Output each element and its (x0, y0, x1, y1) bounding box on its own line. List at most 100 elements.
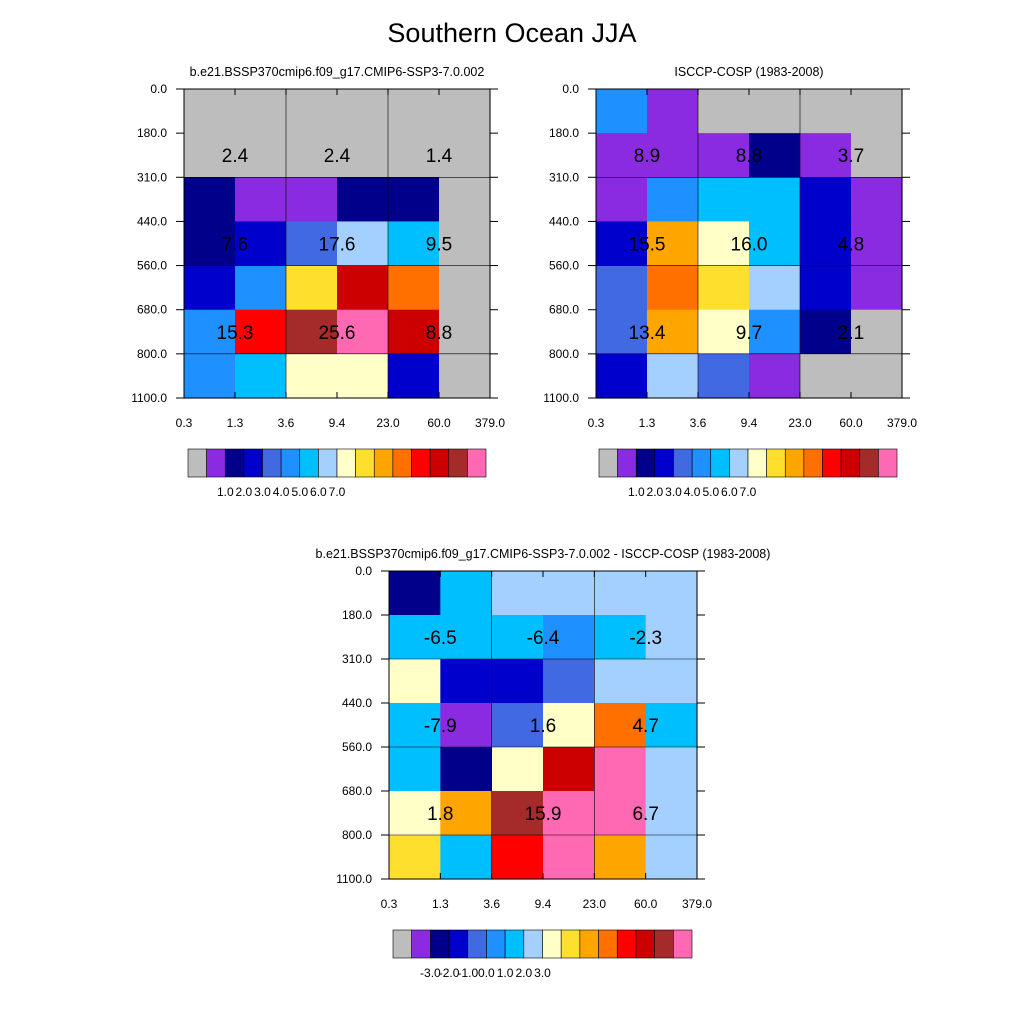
heatmap-cell (596, 353, 648, 399)
x-tick-label: 0.3 (176, 416, 193, 430)
heatmap-cell (749, 265, 801, 311)
heatmap-cell (337, 309, 389, 355)
heatmap-cell (543, 747, 595, 792)
colorbar-swatch (336, 448, 356, 478)
heatmap-cell (851, 221, 903, 267)
heatmap-cell (749, 89, 801, 134)
heatmap-cell (184, 89, 236, 134)
colorbar-label: 4.0 (684, 485, 701, 499)
heatmap-cell (439, 265, 491, 311)
y-tick-label: 0.0 (150, 82, 167, 96)
heatmap-cell (439, 221, 491, 267)
heatmap-cell (491, 747, 544, 792)
heatmap-cell (749, 221, 801, 267)
y-tick-label: 560.0 (549, 259, 579, 273)
heatmap-cell (543, 615, 595, 660)
heatmap-cell (698, 309, 750, 355)
heatmap-cell (440, 615, 493, 660)
data-label: 4.7 (632, 716, 658, 737)
heatmap-cell (647, 309, 699, 355)
x-tick-label: 0.3 (381, 897, 398, 911)
heatmap-cell (337, 133, 389, 178)
colorbar-swatch (710, 448, 730, 478)
colorbar-swatch (579, 929, 599, 959)
heatmap-cell (645, 835, 698, 880)
heatmap-cell (800, 133, 852, 178)
y-tick-label: 180.0 (137, 126, 167, 140)
heatmap-cell (800, 309, 852, 355)
heatmap-cell (800, 265, 852, 311)
heatmap-cell (594, 703, 647, 748)
colorbar-label: 4.0 (273, 485, 290, 499)
heatmap-cell (594, 791, 647, 836)
heatmap-cell (184, 133, 236, 178)
data-label: 4.8 (838, 235, 864, 256)
x-tick-label: 379.0 (887, 416, 917, 430)
heatmap-cell (491, 615, 544, 660)
y-tick-label: 560.0 (137, 259, 167, 273)
heatmap-cell (388, 309, 440, 355)
data-label: 3.7 (838, 146, 864, 167)
colorbar-swatch (392, 448, 412, 478)
heatmap-cell (851, 265, 903, 311)
data-label: 1.8 (427, 804, 453, 825)
heatmap-cell (235, 309, 287, 355)
x-tick-label: 60.0 (634, 897, 658, 911)
colorbar-label: 2.0 (647, 485, 664, 499)
heatmap-cell (594, 659, 647, 704)
heatmap-cell (235, 133, 287, 178)
heatmap-cell (389, 703, 441, 748)
heatmap-cell (235, 89, 287, 134)
x-tick-label: 9.4 (741, 416, 758, 430)
heatmap-cell (698, 221, 750, 267)
heatmap-cell (439, 89, 491, 134)
data-label: 7.6 (222, 235, 248, 256)
colorbar-swatch (280, 448, 301, 478)
heatmap-cell (235, 221, 287, 267)
x-tick-label: 60.0 (839, 416, 863, 430)
heatmap-cell (440, 747, 493, 792)
heatmap-cell (491, 659, 544, 704)
data-label: 8.8 (736, 146, 762, 167)
y-tick-label: 0.0 (562, 82, 579, 96)
data-label: 15.3 (217, 323, 254, 344)
heatmap-cell (749, 177, 801, 223)
x-tick-label: 3.6 (278, 416, 295, 430)
heatmap-cell (851, 133, 903, 178)
heatmap-cell (440, 703, 493, 748)
heatmap-cell (594, 835, 647, 880)
colorbar-swatch (355, 448, 375, 478)
heatmap-cell (491, 571, 544, 616)
heatmap-cell (439, 353, 491, 399)
heatmap-cell (851, 309, 903, 355)
heatmap-cell (645, 747, 698, 792)
colorbar-swatch (504, 929, 525, 959)
colorbar-swatch (560, 929, 581, 959)
colorbar-swatch (542, 929, 562, 959)
heatmap-cell (184, 177, 236, 223)
heatmap-cell (184, 353, 236, 399)
x-tick-label: 23.0 (376, 416, 400, 430)
heatmap-cell (647, 353, 699, 399)
data-label: 15.9 (525, 804, 562, 825)
y-tick-label: 440.0 (137, 214, 167, 228)
heatmap-cell (543, 659, 595, 704)
colorbar-swatch (729, 448, 749, 478)
y-tick-label: 440.0 (549, 214, 579, 228)
colorbar-label: 6.0 (310, 485, 327, 499)
heatmap-cell (647, 133, 699, 178)
colorbar-label: 1.0 (217, 485, 234, 499)
heatmap-cell (286, 353, 338, 399)
x-tick-label: 3.6 (483, 897, 500, 911)
heatmap-cell (388, 133, 440, 178)
heatmap-cell (698, 89, 750, 134)
data-label: 8.8 (426, 323, 452, 344)
colorbar-swatch (430, 929, 450, 959)
heatmap-cell (647, 265, 699, 311)
colorbar-label: 5.0 (291, 485, 308, 499)
colorbar-label: 7.0 (329, 485, 346, 499)
y-tick-label: 180.0 (549, 126, 579, 140)
y-tick-label: 800.0 (549, 347, 579, 361)
heatmap-cell (596, 89, 648, 134)
heatmap-cell (645, 659, 698, 704)
